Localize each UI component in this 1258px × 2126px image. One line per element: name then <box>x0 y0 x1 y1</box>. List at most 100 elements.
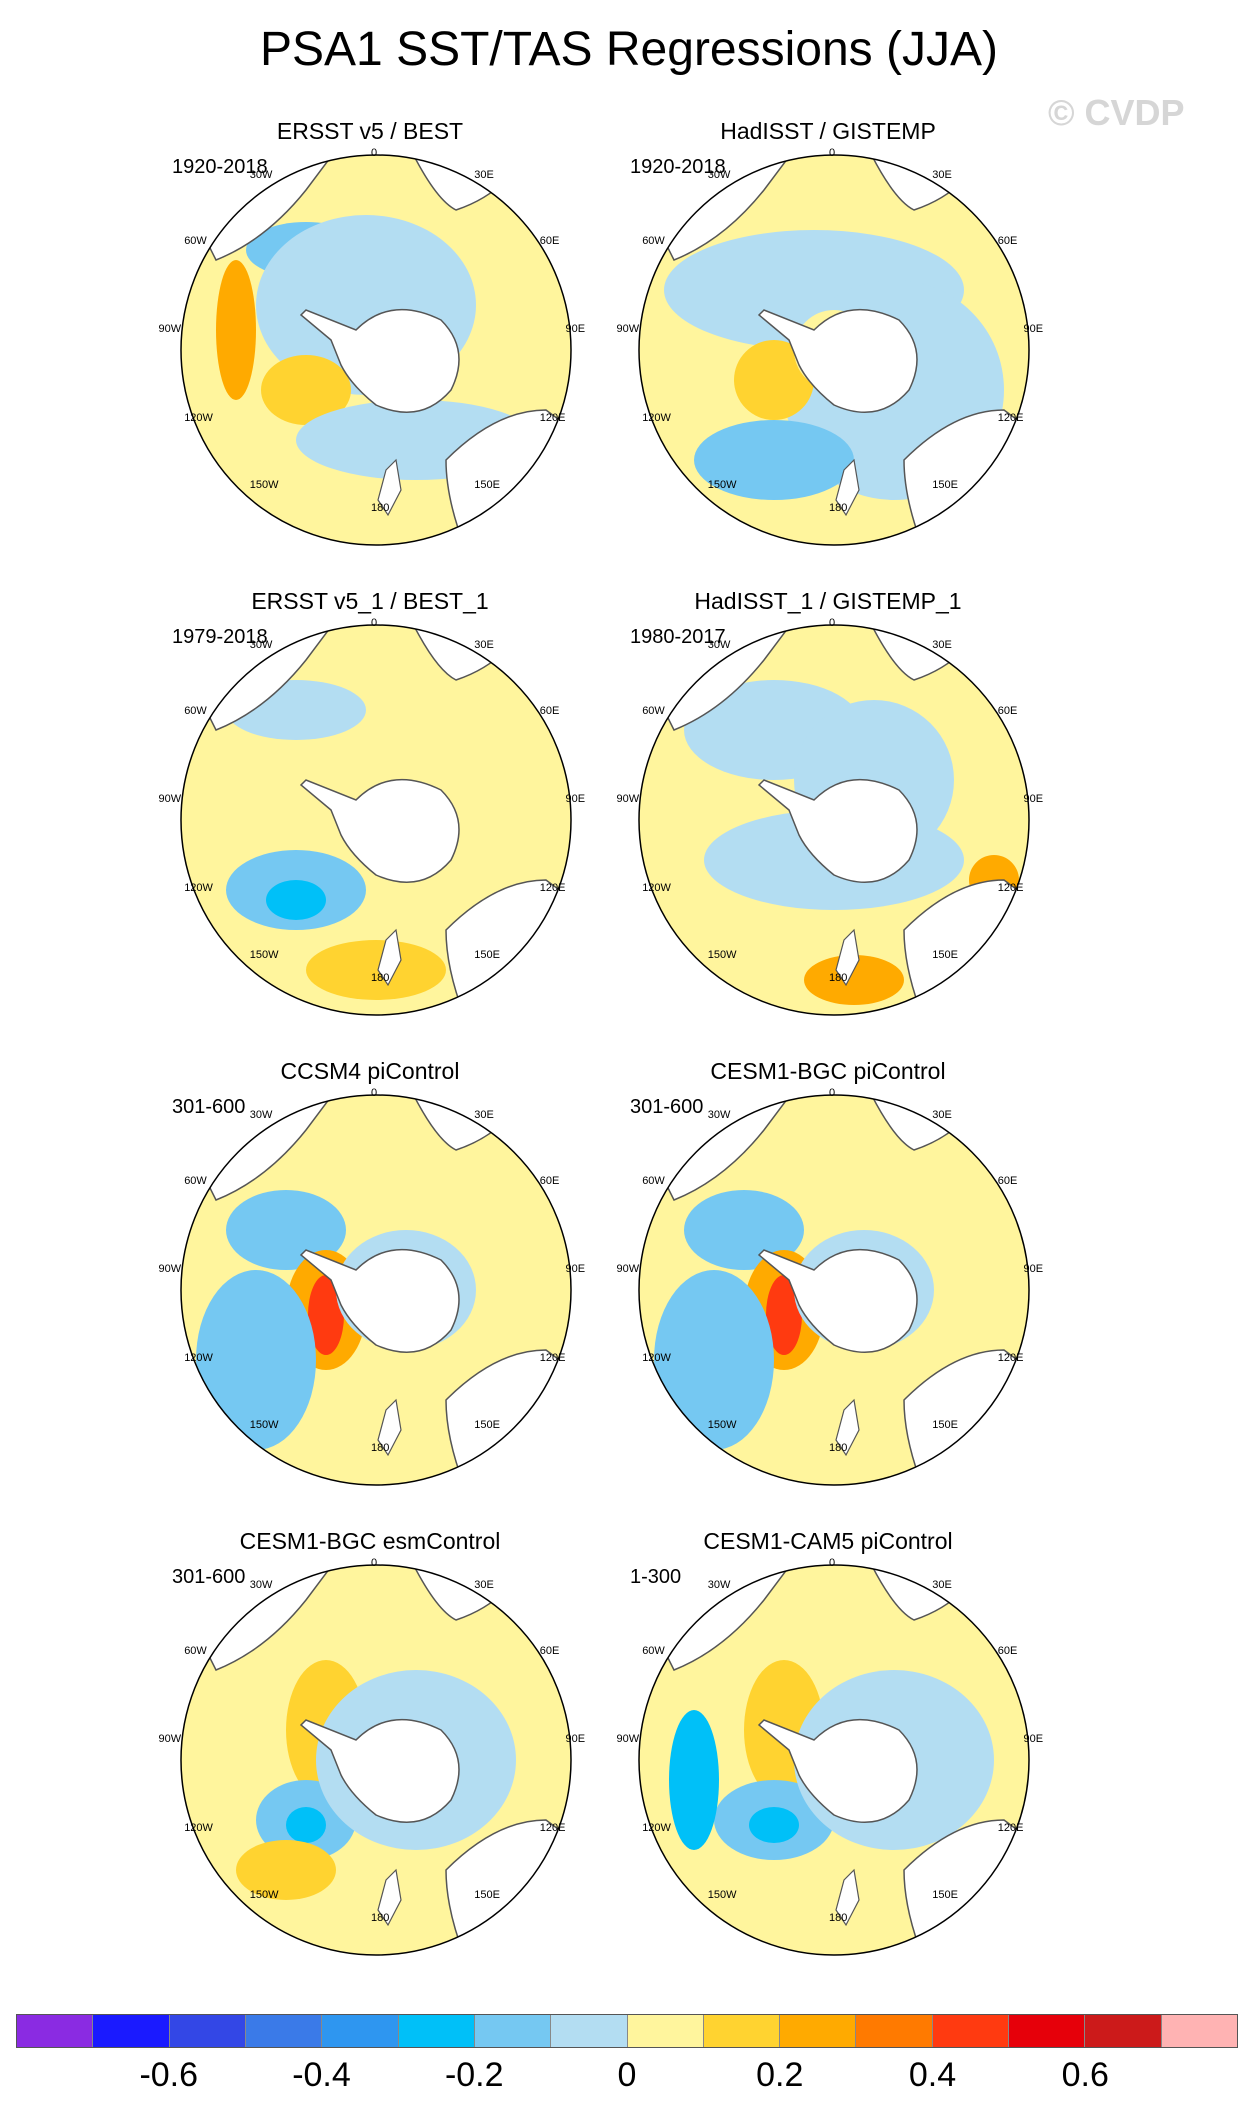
colorbar-swatch <box>780 2015 857 2047</box>
longitude-label: 60W <box>642 1645 665 1658</box>
longitude-label: 90W <box>158 322 182 335</box>
panel-title: HadISST / GISTEMP <box>720 118 936 144</box>
longitude-label: 90E <box>565 322 586 335</box>
longitude-label: 30W <box>707 1108 731 1121</box>
longitude-label: 180 <box>829 971 848 984</box>
longitude-label: 90E <box>1023 322 1044 335</box>
polar-map <box>638 1564 1030 1956</box>
longitude-label: 90W <box>616 322 640 335</box>
longitude-label: 30E <box>474 168 494 181</box>
longitude-label: 90W <box>616 792 640 805</box>
map-panel: CESM1-BGC piControl 301-600 0 30E 60E 90E 120E… <box>598 1058 1058 1528</box>
longitude-label: 30W <box>707 168 731 181</box>
longitude-label: 120E <box>997 1351 1024 1364</box>
longitude-label: 150E <box>932 478 958 491</box>
anomaly-region <box>694 420 854 500</box>
anomaly-region <box>286 1807 326 1843</box>
longitude-label: 150W <box>707 1888 737 1901</box>
longitude-label: 60E <box>997 705 1018 718</box>
new-zealand-landmass <box>835 1868 860 1927</box>
longitude-label: 90E <box>1023 1262 1044 1275</box>
longitude-label: 120E <box>539 411 566 424</box>
longitude-label: 60W <box>642 1175 665 1188</box>
polar-map <box>638 154 1030 546</box>
antarctica-landmass <box>757 308 918 413</box>
longitude-label: 120E <box>997 411 1024 424</box>
colorbar-swatch <box>1085 2015 1162 2047</box>
map-border <box>638 154 1030 546</box>
map-panel: CCSM4 piControl 301-600 0 30E 60E 90E 120E 150E… <box>140 1058 600 1528</box>
longitude-label: 60W <box>184 235 207 248</box>
panel-period: 301-600 <box>172 1566 246 1588</box>
longitude-label: 120W <box>642 881 671 894</box>
longitude-label: 150W <box>707 948 737 961</box>
polar-map <box>180 1564 572 1956</box>
cvdp-watermark: © CVDP <box>1048 92 1185 133</box>
anomaly-region <box>654 1270 774 1450</box>
longitude-label: 90W <box>158 1732 182 1745</box>
panel-title: ERSST v5 / BEST <box>276 118 464 144</box>
longitude-label: 0 <box>829 617 836 630</box>
colorbar-swatch <box>627 2015 704 2047</box>
longitude-label: 120W <box>184 411 213 424</box>
anomaly-region <box>684 1190 804 1270</box>
longitude-label: 0 <box>829 1087 836 1100</box>
colorbar-swatch <box>856 2015 933 2047</box>
polar-map <box>180 1094 572 1486</box>
longitude-label: 30W <box>249 1108 273 1121</box>
longitude-label: 120W <box>184 1821 213 1834</box>
panel-title: CCSM4 piControl <box>280 1058 460 1084</box>
new-zealand-landmass <box>835 1398 860 1457</box>
antarctica-landmass <box>299 308 460 413</box>
panel-title: CESM1-BGC piControl <box>710 1058 946 1084</box>
longitude-label: 60E <box>539 705 560 718</box>
colorbar-tick-label: 0 <box>617 2056 637 2094</box>
colorbar-swatch <box>93 2015 170 2047</box>
colorbar-swatch <box>1009 2015 1086 2047</box>
panel-period: 301-600 <box>630 1096 704 1118</box>
longitude-label: 150W <box>707 1418 737 1431</box>
longitude-label: 60W <box>184 1645 207 1658</box>
colorbar-swatch <box>932 2015 1010 2047</box>
longitude-label: 30W <box>707 638 731 651</box>
anomaly-region <box>196 1270 316 1450</box>
panel-period: 1920-2018 <box>630 156 726 178</box>
longitude-label: 90E <box>1023 792 1044 805</box>
anomaly-region <box>804 955 904 1005</box>
longitude-label: 150E <box>474 478 500 491</box>
colorbar-tick-label: -0.6 <box>139 2056 199 2094</box>
longitude-label: 60E <box>997 1645 1018 1658</box>
map-panel: HadISST / GISTEMP 1920-2018 0 30E 60E 90E 120E… <box>598 118 1058 588</box>
longitude-label: 150W <box>707 478 737 491</box>
longitude-label: 90W <box>616 1732 640 1745</box>
longitude-label: 120E <box>539 1821 566 1834</box>
anomaly-region <box>216 260 256 400</box>
panel-period: 1979-2018 <box>172 626 268 648</box>
longitude-label: 150E <box>474 948 500 961</box>
longitude-label: 60E <box>539 1175 560 1188</box>
longitude-label: 90E <box>565 1262 586 1275</box>
longitude-label: 150E <box>932 948 958 961</box>
colorbar-tick-label: 0.2 <box>756 2056 804 2094</box>
anomaly-region <box>734 340 814 420</box>
longitude-label: 120E <box>539 1351 566 1364</box>
longitude-label: 120W <box>184 1351 213 1364</box>
map-panel: CESM1-BGC esmControl 301-600 0 30E 60E 90E 120… <box>140 1528 600 1998</box>
anomaly-region <box>261 355 351 425</box>
longitude-label: 60W <box>184 1175 207 1188</box>
longitude-label: 0 <box>829 147 836 160</box>
longitude-label: 60E <box>539 235 560 248</box>
longitude-label: 150W <box>249 1888 279 1901</box>
longitude-label: 0 <box>829 1557 836 1570</box>
longitude-label: 30W <box>707 1578 731 1591</box>
colorbar-swatch <box>703 2015 781 2047</box>
panel-period: 301-600 <box>172 1096 246 1118</box>
map-border <box>638 1564 1030 1956</box>
longitude-label: 30W <box>249 168 273 181</box>
colorbar-swatch <box>398 2015 475 2047</box>
anomaly-region <box>669 1710 719 1850</box>
longitude-label: 150W <box>249 948 279 961</box>
longitude-label: 180 <box>371 971 390 984</box>
map-border <box>638 624 1030 1016</box>
polar-map <box>638 624 1030 1016</box>
